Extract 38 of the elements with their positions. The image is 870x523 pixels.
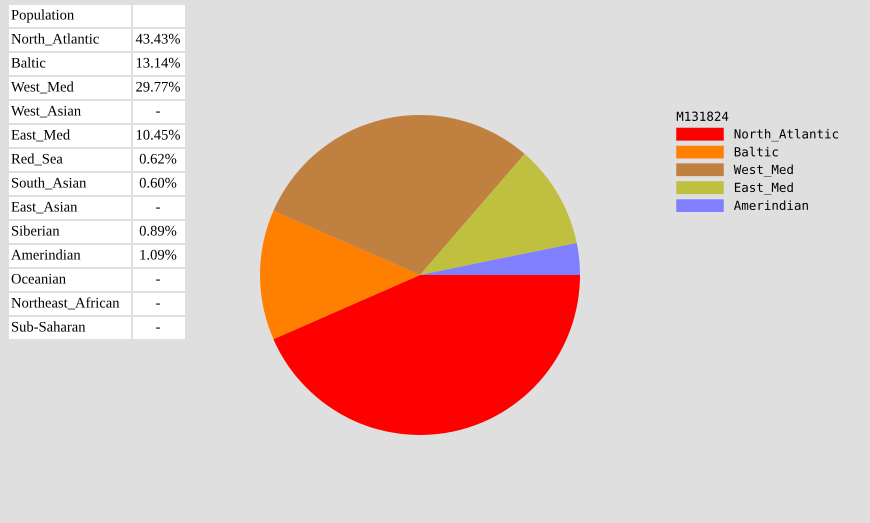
text: - (156, 280, 160, 281)
text: 13.14% (136, 58, 180, 68)
legend-label: West_Med (734, 164, 793, 177)
category-label: West_Asian (11, 106, 81, 118)
legend-label: East_Med (734, 182, 793, 195)
text: 10.45% (136, 130, 180, 140)
legend-title: M131824 (676, 112, 728, 121)
category-label: North_Atlantic (11, 33, 99, 46)
category-label: South_Asian (12, 177, 86, 190)
pie-slice (420, 154, 577, 275)
text: - (156, 304, 160, 305)
legend-label: Baltic (734, 146, 778, 157)
category-label: Sub-Saharan (12, 321, 86, 332)
legend-label: Amerindian (734, 200, 808, 210)
category-label: West_Med (11, 81, 74, 94)
text: 1.09% (140, 250, 176, 260)
text: 0.89% (140, 226, 176, 236)
category-label: Red_Sea (11, 153, 63, 166)
pie-slice (260, 210, 420, 340)
category-label: East_Asian (11, 202, 78, 214)
text: 0.60% (140, 178, 176, 188)
category-label: Oceanian (12, 274, 66, 284)
text: - (156, 208, 160, 209)
category-label: Northeast_African (11, 297, 120, 310)
text: - (156, 328, 160, 329)
pie-slice (273, 275, 580, 435)
text: 29.77% (136, 82, 180, 92)
pie-slice (420, 242, 580, 275)
category-label: Baltic (11, 57, 46, 68)
text: Population (11, 9, 74, 23)
text: 43.43% (136, 34, 180, 44)
category-label: East_Med (11, 129, 70, 142)
text: 0.62% (140, 154, 176, 164)
category-label: Siberian (12, 225, 60, 236)
text: - (156, 112, 160, 113)
category-label: Amerindian (11, 249, 80, 260)
legend-label: North_Atlantic (734, 128, 838, 142)
pie-slice (273, 115, 525, 275)
